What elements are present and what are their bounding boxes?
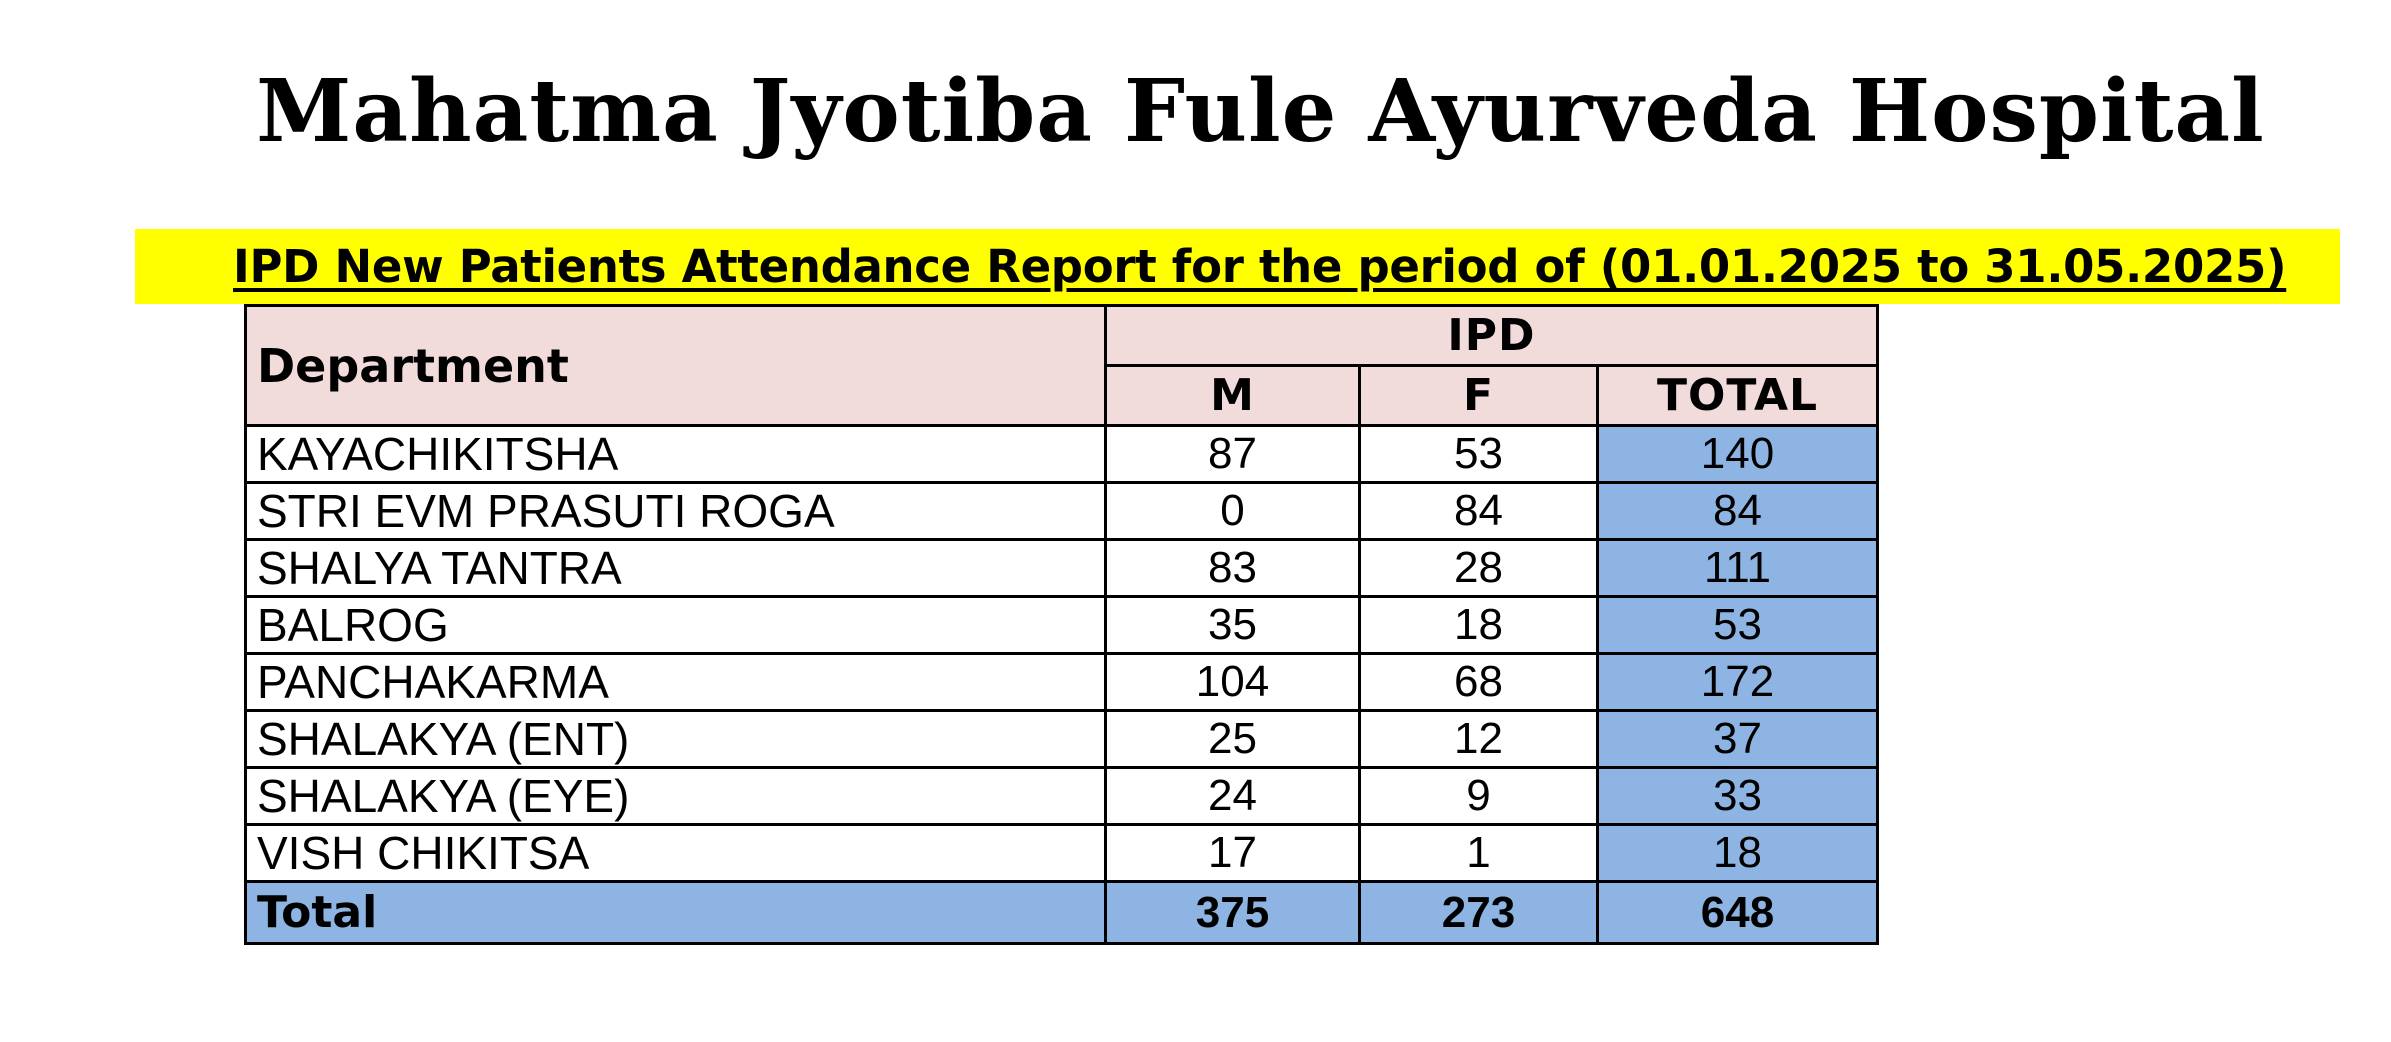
department-cell: KAYACHIKITSHA bbox=[244, 424, 1107, 484]
total-count-cell: 84 bbox=[1596, 481, 1879, 541]
department-column-header: Department bbox=[244, 304, 1107, 427]
total-female-cell: 273 bbox=[1358, 880, 1599, 945]
female-count-cell: 84 bbox=[1358, 481, 1599, 541]
department-cell: BALROG bbox=[244, 595, 1107, 655]
table-row: STRI EVM PRASUTI ROGA 0 84 84 bbox=[244, 481, 1879, 541]
column-header-f: F bbox=[1358, 364, 1599, 427]
hospital-title: Mahatma Jyotiba Fule Ayurveda Hospital bbox=[256, 61, 2265, 162]
male-count-cell: 83 bbox=[1104, 538, 1361, 598]
table-row: PANCHAKARMA 104 68 172 bbox=[244, 652, 1879, 712]
table-row: BALROG 35 18 53 bbox=[244, 595, 1879, 655]
male-count-cell: 24 bbox=[1104, 766, 1361, 826]
male-count-cell: 35 bbox=[1104, 595, 1361, 655]
female-count-cell: 18 bbox=[1358, 595, 1599, 655]
table-row: KAYACHIKITSHA 87 53 140 bbox=[244, 424, 1879, 484]
male-count-cell: 0 bbox=[1104, 481, 1361, 541]
header-row-columns: M F TOTAL bbox=[246, 364, 1879, 427]
department-cell: PANCHAKARMA bbox=[244, 652, 1107, 712]
total-count-cell: 111 bbox=[1596, 538, 1879, 598]
female-count-cell: 1 bbox=[1358, 823, 1599, 883]
male-count-cell: 104 bbox=[1104, 652, 1361, 712]
attendance-table: Department IPD M F TOTAL KAYACHIKITSHA 8… bbox=[244, 304, 1879, 945]
table-row: SHALYA TANTRA 83 28 111 bbox=[244, 538, 1879, 598]
total-count-cell: 37 bbox=[1596, 709, 1879, 769]
female-count-cell: 28 bbox=[1358, 538, 1599, 598]
department-cell: SHALAKYA (ENT) bbox=[244, 709, 1107, 769]
total-label-cell: Total bbox=[244, 880, 1107, 945]
ipd-group-header: IPD bbox=[1104, 304, 1879, 367]
total-count-cell: 33 bbox=[1596, 766, 1879, 826]
female-count-cell: 68 bbox=[1358, 652, 1599, 712]
total-row: Total 375 273 648 bbox=[244, 880, 1879, 945]
female-count-cell: 9 bbox=[1358, 766, 1599, 826]
total-count-cell: 172 bbox=[1596, 652, 1879, 712]
grand-total-cell: 648 bbox=[1596, 880, 1879, 945]
female-count-cell: 12 bbox=[1358, 709, 1599, 769]
male-count-cell: 25 bbox=[1104, 709, 1361, 769]
total-count-cell: 53 bbox=[1596, 595, 1879, 655]
department-cell: STRI EVM PRASUTI ROGA bbox=[244, 481, 1107, 541]
table-row: SHALAKYA (EYE) 24 9 33 bbox=[244, 766, 1879, 826]
column-header-total: TOTAL bbox=[1596, 364, 1879, 427]
subtitle-highlight-band bbox=[135, 229, 2340, 304]
total-male-cell: 375 bbox=[1104, 880, 1361, 945]
male-count-cell: 87 bbox=[1104, 424, 1361, 484]
male-count-cell: 17 bbox=[1104, 823, 1361, 883]
table-row: SHALAKYA (ENT) 25 12 37 bbox=[244, 709, 1879, 769]
department-cell: SHALYA TANTRA bbox=[244, 538, 1107, 598]
department-cell: SHALAKYA (EYE) bbox=[244, 766, 1107, 826]
female-count-cell: 53 bbox=[1358, 424, 1599, 484]
total-count-cell: 18 bbox=[1596, 823, 1879, 883]
column-header-m: M bbox=[1104, 364, 1361, 427]
report-subtitle: IPD New Patients Attendance Report for t… bbox=[233, 240, 2287, 293]
department-cell: VISH CHIKITSA bbox=[244, 823, 1107, 883]
table-row: VISH CHIKITSA 17 1 18 bbox=[244, 823, 1879, 883]
header-row-group: Department IPD bbox=[244, 304, 1879, 427]
total-count-cell: 140 bbox=[1596, 424, 1879, 484]
